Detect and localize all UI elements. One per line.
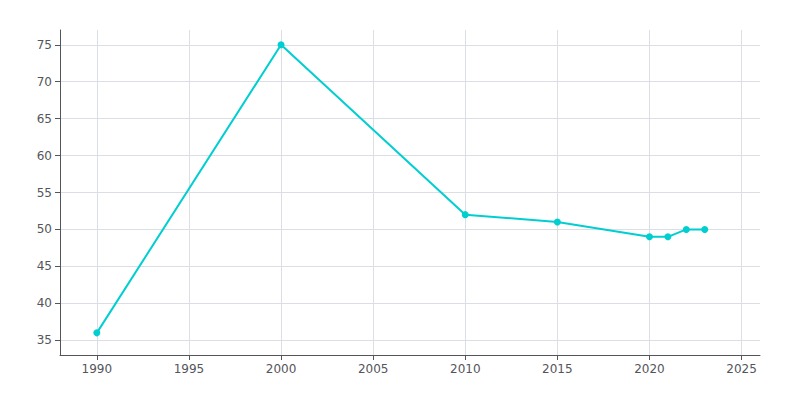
svg-text:70: 70 — [37, 75, 52, 89]
svg-text:1995: 1995 — [174, 362, 205, 376]
svg-text:75: 75 — [37, 38, 52, 52]
svg-text:55: 55 — [37, 186, 52, 200]
svg-text:45: 45 — [37, 259, 52, 273]
svg-text:2005: 2005 — [358, 362, 389, 376]
svg-text:65: 65 — [37, 112, 52, 126]
svg-text:2020: 2020 — [634, 362, 665, 376]
svg-text:60: 60 — [37, 149, 52, 163]
svg-text:2010: 2010 — [450, 362, 481, 376]
svg-text:35: 35 — [37, 333, 52, 347]
svg-text:2015: 2015 — [542, 362, 573, 376]
svg-text:2000: 2000 — [266, 362, 297, 376]
svg-text:1990: 1990 — [82, 362, 113, 376]
svg-text:40: 40 — [37, 296, 52, 310]
svg-text:50: 50 — [37, 222, 52, 236]
svg-text:2025: 2025 — [726, 362, 757, 376]
